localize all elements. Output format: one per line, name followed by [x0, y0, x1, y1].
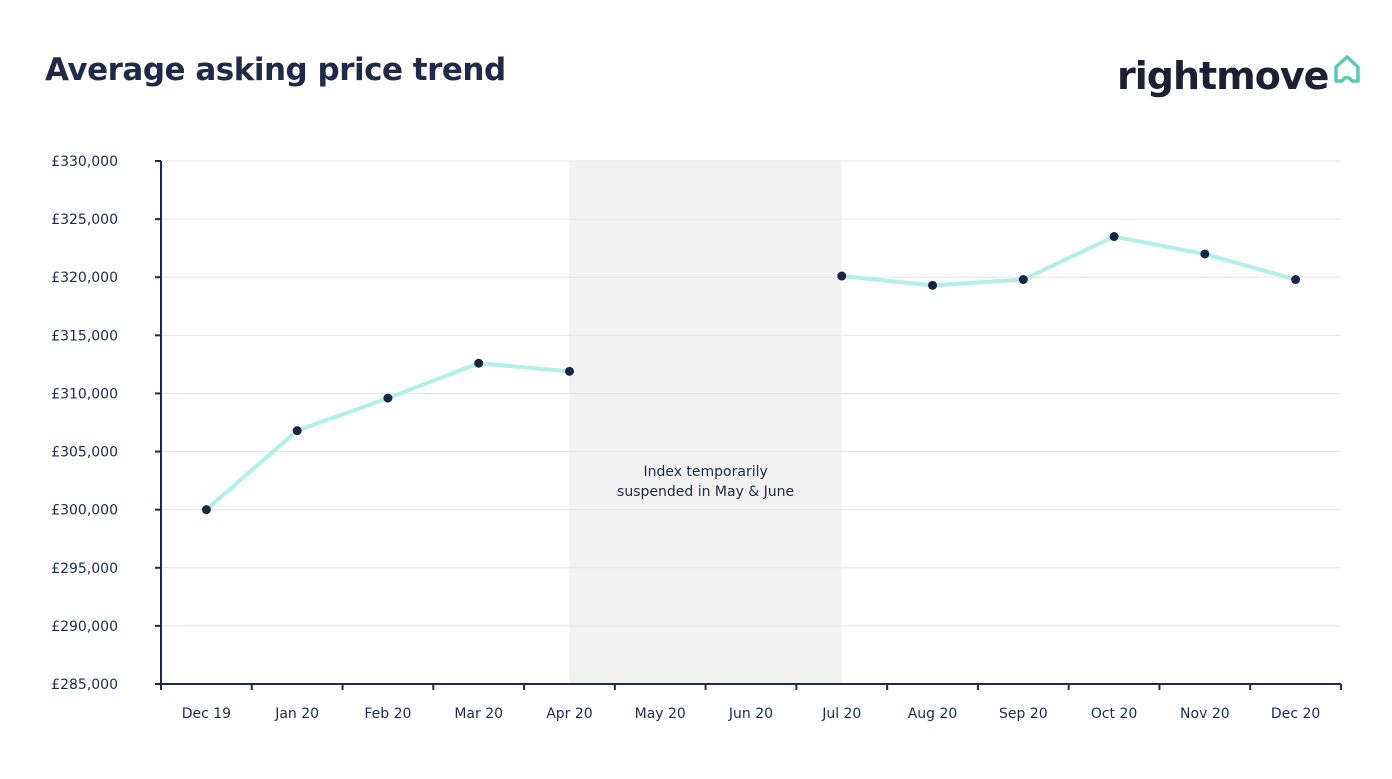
y-tick-label: £305,000 [51, 445, 118, 461]
x-tick-label: Jul 20 [821, 706, 861, 722]
house-outline-icon [1334, 55, 1361, 83]
x-tick-label: Mar 20 [454, 706, 503, 722]
data-point [1109, 232, 1119, 242]
y-tick-label: £290,000 [51, 619, 118, 635]
price-line [205, 361, 570, 512]
y-tick-label: £325,000 [51, 212, 118, 228]
data-point [201, 505, 211, 515]
data-point [1291, 275, 1301, 285]
data-point [928, 280, 938, 290]
data-point [1018, 275, 1028, 285]
x-tick-label: Dec 19 [182, 706, 231, 722]
logo-text: rightmove [1117, 54, 1329, 98]
x-tick-label: Aug 20 [908, 706, 958, 722]
data-point [837, 271, 847, 281]
y-tick-label: £285,000 [51, 677, 118, 693]
x-tick-label: Oct 20 [1091, 706, 1137, 722]
y-tick-label: £300,000 [51, 503, 118, 519]
data-point [292, 426, 302, 436]
y-tick-label: £330,000 [51, 154, 118, 170]
y-tick-label: £310,000 [51, 386, 118, 402]
y-tick-label: £315,000 [51, 328, 118, 344]
y-tick-label: £320,000 [51, 270, 118, 286]
y-tick-label: £295,000 [51, 561, 118, 577]
price-line [841, 234, 1297, 288]
rightmove-logo: rightmove [1117, 54, 1362, 96]
x-tick-label: Apr 20 [546, 706, 592, 722]
suspended-period-shade [569, 161, 842, 684]
data-point [564, 366, 574, 376]
annotation-text: Index temporarily [643, 464, 767, 480]
x-tick-label: Sep 20 [999, 706, 1048, 722]
annotation-text: suspended in May & June [617, 484, 794, 500]
data-point [383, 393, 393, 403]
x-tick-label: May 20 [635, 706, 686, 722]
x-tick-label: Feb 20 [364, 706, 411, 722]
data-point [474, 358, 484, 368]
x-tick-label: Nov 20 [1180, 706, 1230, 722]
data-point [1200, 249, 1210, 259]
x-tick-label: Jan 20 [274, 706, 319, 722]
x-tick-label: Jun 20 [728, 706, 773, 722]
chart-title: Average asking price trend [45, 52, 506, 88]
x-tick-label: Dec 20 [1271, 706, 1320, 722]
